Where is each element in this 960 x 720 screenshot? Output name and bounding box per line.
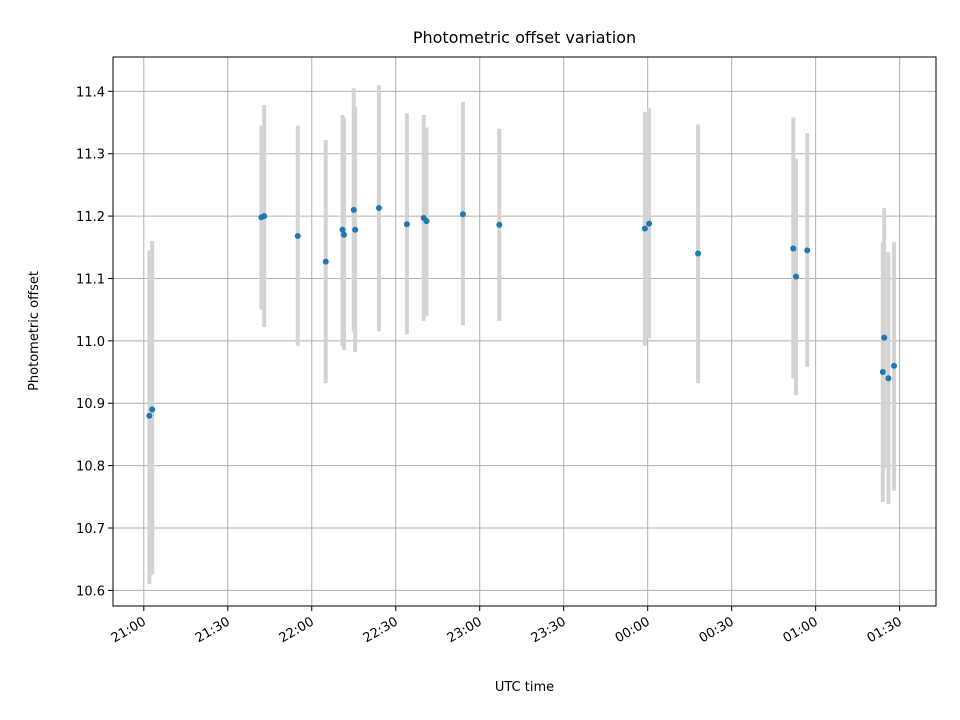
y-tick-label: 10.8 (76, 460, 105, 475)
x-axis-label: UTC time (495, 680, 554, 695)
data-point (261, 213, 268, 220)
x-tick-label: 00:00 (613, 614, 653, 646)
data-point (793, 273, 800, 280)
chart-title: Photometric offset variation (413, 28, 636, 47)
data-point (322, 258, 329, 265)
data-point (403, 221, 410, 228)
data-point (423, 218, 430, 225)
y-tick-label: 10.9 (76, 397, 105, 412)
y-tick-label: 10.6 (76, 584, 105, 599)
data-point (881, 334, 888, 341)
error-bars (147, 85, 897, 585)
x-axis: 21:00 21:30 22:00 22:30 23:00 23:30 00:00 00:30… (109, 606, 905, 646)
x-tick-label: 01:30 (865, 614, 905, 646)
y-tick-label: 11.3 (76, 148, 105, 163)
data-point (695, 250, 702, 257)
x-tick-label: 01:00 (781, 614, 821, 646)
x-tick-label: 21:30 (193, 614, 233, 646)
y-axis: 10.6 10.7 10.8 10.9 11.0 11.1 11.2 11.3 11.4 (76, 85, 113, 599)
data-point (340, 231, 347, 238)
data-point (459, 211, 466, 218)
data-point (879, 369, 886, 376)
x-tick-label: 22:00 (277, 614, 317, 646)
data-point (646, 220, 653, 227)
data-point (641, 225, 648, 232)
data-point (885, 375, 892, 382)
y-tick-label: 10.7 (76, 522, 105, 537)
data-point (496, 221, 503, 228)
data-point (146, 412, 153, 419)
data-point (339, 226, 346, 233)
y-axis-label: Photometric offset (27, 271, 42, 391)
data-point (350, 206, 357, 213)
data-point (790, 245, 797, 252)
y-tick-label: 11.2 (76, 210, 105, 225)
data-point (804, 247, 811, 254)
x-tick-label: 23:30 (529, 614, 569, 646)
x-tick-label: 00:30 (697, 614, 737, 646)
data-point (891, 362, 898, 369)
data-points (146, 204, 898, 419)
y-tick-label: 11.4 (76, 85, 105, 100)
x-tick-label: 21:00 (109, 614, 149, 646)
data-point (294, 233, 301, 240)
grid (113, 57, 936, 606)
data-point (375, 204, 382, 211)
data-point (149, 406, 156, 413)
y-tick-label: 11.1 (76, 272, 105, 287)
data-point (352, 226, 359, 233)
y-tick-label: 11.0 (76, 335, 105, 350)
x-tick-label: 23:00 (445, 614, 485, 646)
plot-frame (112, 56, 937, 607)
x-tick-label: 22:30 (361, 614, 401, 646)
